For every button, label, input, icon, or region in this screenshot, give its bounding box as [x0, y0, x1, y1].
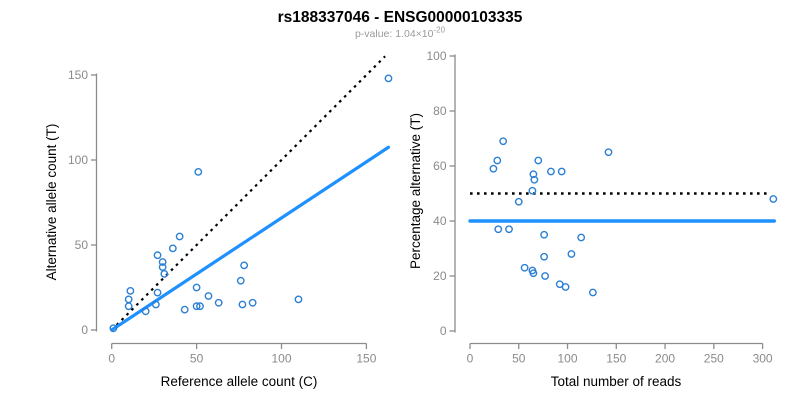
- data-point: [604, 148, 613, 157]
- data-point: [499, 137, 508, 146]
- data-point: [175, 232, 184, 241]
- y-tick-label: 40: [433, 214, 447, 228]
- x-tick-label: 150: [606, 352, 626, 366]
- data-point: [588, 288, 597, 297]
- x-axis-title: Reference allele count (C): [161, 374, 318, 389]
- data-point: [494, 225, 503, 234]
- data-point: [520, 263, 529, 272]
- x-tick-label: 300: [753, 352, 773, 366]
- x-tick-label: 50: [190, 352, 204, 366]
- data-point: [294, 295, 303, 304]
- data-point: [158, 263, 167, 271]
- data-point: [236, 276, 245, 285]
- left-scatter-plot: 0 50 100 150 0 50 100 150 Reference allele count…: [44, 55, 393, 389]
- y-tick-label: 50: [75, 238, 89, 252]
- data-point: [567, 250, 576, 258]
- data-point: [109, 324, 118, 333]
- x-axis-title: Total number of reads: [551, 374, 682, 389]
- data-point: [160, 269, 169, 278]
- data-point: [151, 300, 160, 309]
- data-point: [514, 197, 523, 206]
- subtitle-base: p-value: 1.04×10: [355, 28, 434, 40]
- data-point: [384, 74, 393, 83]
- data-point: [168, 244, 177, 253]
- data-point: [204, 292, 213, 300]
- data-point: [540, 252, 549, 261]
- data-point: [769, 195, 778, 203]
- data-point: [153, 251, 162, 260]
- data-point: [124, 295, 133, 304]
- data-point: [547, 167, 555, 176]
- data-point: [194, 167, 203, 176]
- data-point: [540, 230, 549, 239]
- x-tick-label: 0: [108, 352, 115, 366]
- y-tick-label: 60: [433, 159, 447, 173]
- x-tick-label: 50: [512, 352, 526, 366]
- data-point: [489, 164, 498, 173]
- data-point: [238, 300, 247, 309]
- data-point: [141, 307, 150, 316]
- data-point: [505, 225, 513, 234]
- data-point: [192, 302, 201, 311]
- data-point: [541, 272, 549, 280]
- right-scatter-plot: 0 50 100 150 200 250 300 0 20 40 60 80 100 Total numb…: [408, 49, 778, 389]
- x-tick-label: 200: [655, 352, 675, 366]
- y-tick-label: 150: [68, 68, 88, 82]
- data-point: [124, 302, 133, 311]
- data-point: [214, 298, 223, 307]
- data-point: [529, 170, 538, 179]
- data-point: [561, 283, 570, 291]
- x-tick-label: 100: [271, 352, 291, 366]
- x-tick-label: 0: [467, 352, 474, 366]
- data-point: [248, 298, 257, 307]
- data-point: [126, 286, 135, 295]
- data-point: [493, 156, 502, 165]
- y-axis-title: Alternative allele count (T): [44, 124, 59, 281]
- y-tick-label: 20: [433, 269, 447, 283]
- subtitle-exponent: -20: [433, 26, 445, 35]
- data-point: [534, 156, 543, 165]
- y-tick-label: 100: [68, 153, 88, 167]
- data-point: [530, 175, 539, 184]
- x-tick-label: 100: [558, 352, 578, 366]
- data-point: [192, 283, 201, 292]
- x-tick-label: 150: [356, 352, 376, 366]
- y-tick-label: 0: [81, 323, 88, 337]
- y-tick-label: 100: [426, 49, 446, 63]
- data-point: [528, 186, 537, 195]
- data-point: [529, 269, 538, 278]
- data-point: [158, 258, 167, 266]
- data-point: [240, 261, 249, 270]
- chart-title: rs188337046 - ENSG00000103335: [278, 9, 523, 26]
- regression-line: [110, 145, 391, 332]
- y-tick-label: 80: [433, 104, 447, 118]
- identity-line: [110, 55, 386, 331]
- y-axis-title: Percentage alternative (T): [408, 113, 423, 269]
- data-point: [577, 233, 586, 242]
- data-point: [196, 302, 204, 311]
- y-tick-label: 0: [440, 324, 447, 338]
- data-point: [180, 305, 189, 314]
- data-point: [557, 167, 566, 176]
- chart-subtitle: p-value: 1.04×10-20: [355, 26, 446, 41]
- x-tick-label: 250: [704, 352, 724, 366]
- data-point: [153, 288, 162, 297]
